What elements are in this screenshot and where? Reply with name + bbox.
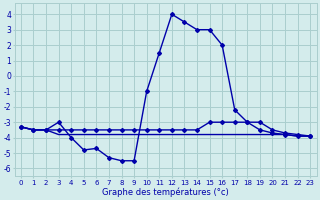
X-axis label: Graphe des températures (°c): Graphe des températures (°c) [102,187,229,197]
